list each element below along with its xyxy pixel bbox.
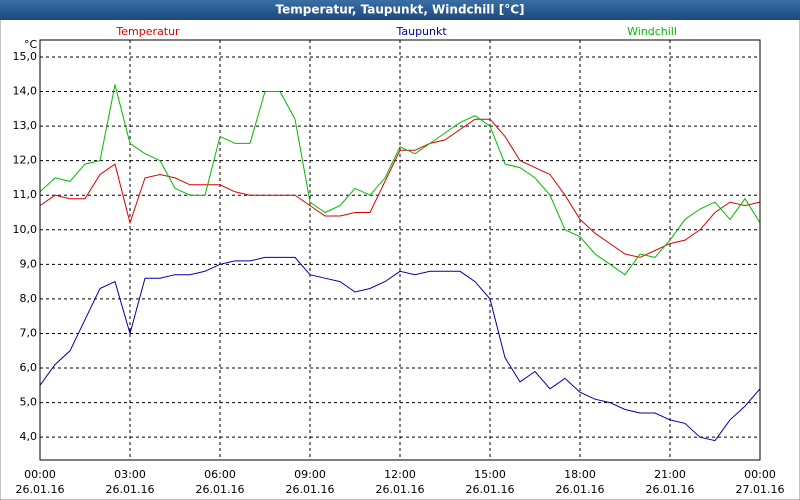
y-tick-label: 5,0: [20, 396, 38, 409]
x-tick-date: 26.01.16: [106, 483, 155, 496]
x-tick-label: 00:00: [24, 468, 56, 481]
series-line: [39, 118, 761, 258]
y-tick-label: 12,0: [13, 154, 38, 167]
x-tick-date: 26.01.16: [286, 483, 335, 496]
y-tick-label: 11,0: [13, 188, 38, 201]
legend-entry: Temperatur: [115, 25, 180, 38]
x-tick-label: 00:00: [744, 468, 776, 481]
y-tick-label: 14,0: [13, 85, 38, 98]
x-tick-date: 26.01.16: [556, 483, 605, 496]
x-tick-label: 03:00: [114, 468, 146, 481]
x-tick-label: 21:00: [654, 468, 686, 481]
y-tick-label: 15,0: [13, 50, 38, 63]
y-unit: °C: [24, 38, 38, 51]
series-line: [39, 84, 761, 276]
chart-title: Temperatur, Taupunkt, Windchill [°C]: [276, 3, 525, 17]
legend-entry: Windchill: [627, 25, 677, 38]
x-tick-label: 15:00: [474, 468, 506, 481]
plot: [39, 84, 761, 442]
x-tick-label: 09:00: [294, 468, 326, 481]
y-tick-label: 13,0: [13, 119, 38, 132]
x-tick-date: 26.01.16: [196, 483, 245, 496]
y-tick-label: 9,0: [20, 257, 38, 270]
x-tick-label: 18:00: [564, 468, 596, 481]
title-bar: [0, 0, 800, 20]
plot-frame: [39, 39, 761, 461]
y-tick-label: 7,0: [20, 326, 38, 339]
x-tick-date: 26.01.16: [16, 483, 65, 496]
y-tick-label: 4,0: [20, 430, 38, 443]
x-tick-date: 26.01.16: [646, 483, 695, 496]
x-tick-date: 27.01.16: [736, 483, 785, 496]
x-tick-label: 12:00: [384, 468, 416, 481]
x-tick-label: 06:00: [204, 468, 236, 481]
y-tick-label: 8,0: [20, 292, 38, 305]
x-tick-date: 26.01.16: [376, 483, 425, 496]
y-tick-label: 10,0: [13, 223, 38, 236]
grid: [39, 40, 761, 460]
y-tick-label: 6,0: [20, 361, 38, 374]
series-line: [39, 256, 761, 442]
legend-entry: Taupunkt: [395, 25, 447, 38]
x-tick-date: 26.01.16: [466, 483, 515, 496]
